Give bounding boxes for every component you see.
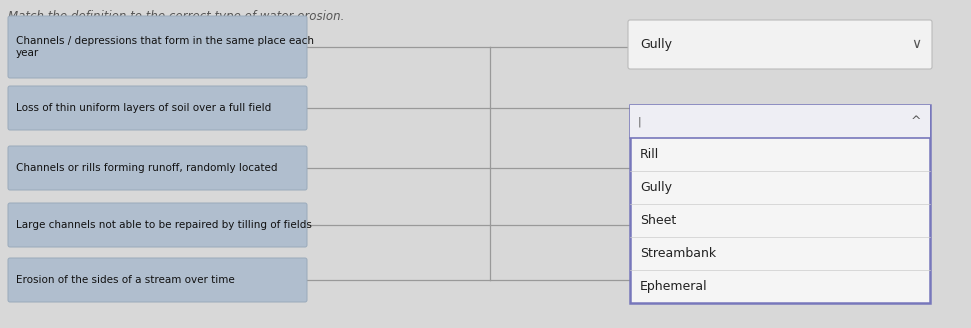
Text: Channels or rills forming runoff, randomly located: Channels or rills forming runoff, random… [16, 163, 278, 173]
Text: Erosion of the sides of a stream over time: Erosion of the sides of a stream over ti… [16, 275, 235, 285]
FancyBboxPatch shape [8, 203, 307, 247]
FancyBboxPatch shape [630, 105, 930, 138]
Text: Streambank: Streambank [640, 247, 717, 260]
Text: Gully: Gully [640, 181, 672, 194]
Text: Channels / depressions that form in the same place each
year: Channels / depressions that form in the … [16, 36, 314, 58]
FancyBboxPatch shape [8, 146, 307, 190]
Text: |: | [638, 116, 642, 127]
Text: Loss of thin uniform layers of soil over a full field: Loss of thin uniform layers of soil over… [16, 103, 271, 113]
Text: Rill: Rill [640, 148, 659, 161]
FancyBboxPatch shape [630, 105, 930, 303]
Text: Ephemeral: Ephemeral [640, 280, 708, 293]
Text: Gully: Gully [640, 38, 672, 51]
Text: Match the definition to the correct type of water erosion.: Match the definition to the correct type… [8, 10, 345, 23]
FancyBboxPatch shape [8, 16, 307, 78]
FancyBboxPatch shape [8, 258, 307, 302]
Text: ^: ^ [911, 115, 921, 128]
Text: Large channels not able to be repaired by tilling of fields: Large channels not able to be repaired b… [16, 220, 312, 230]
FancyBboxPatch shape [628, 20, 932, 69]
FancyBboxPatch shape [8, 86, 307, 130]
Text: Sheet: Sheet [640, 214, 676, 227]
Text: ∨: ∨ [911, 37, 921, 51]
